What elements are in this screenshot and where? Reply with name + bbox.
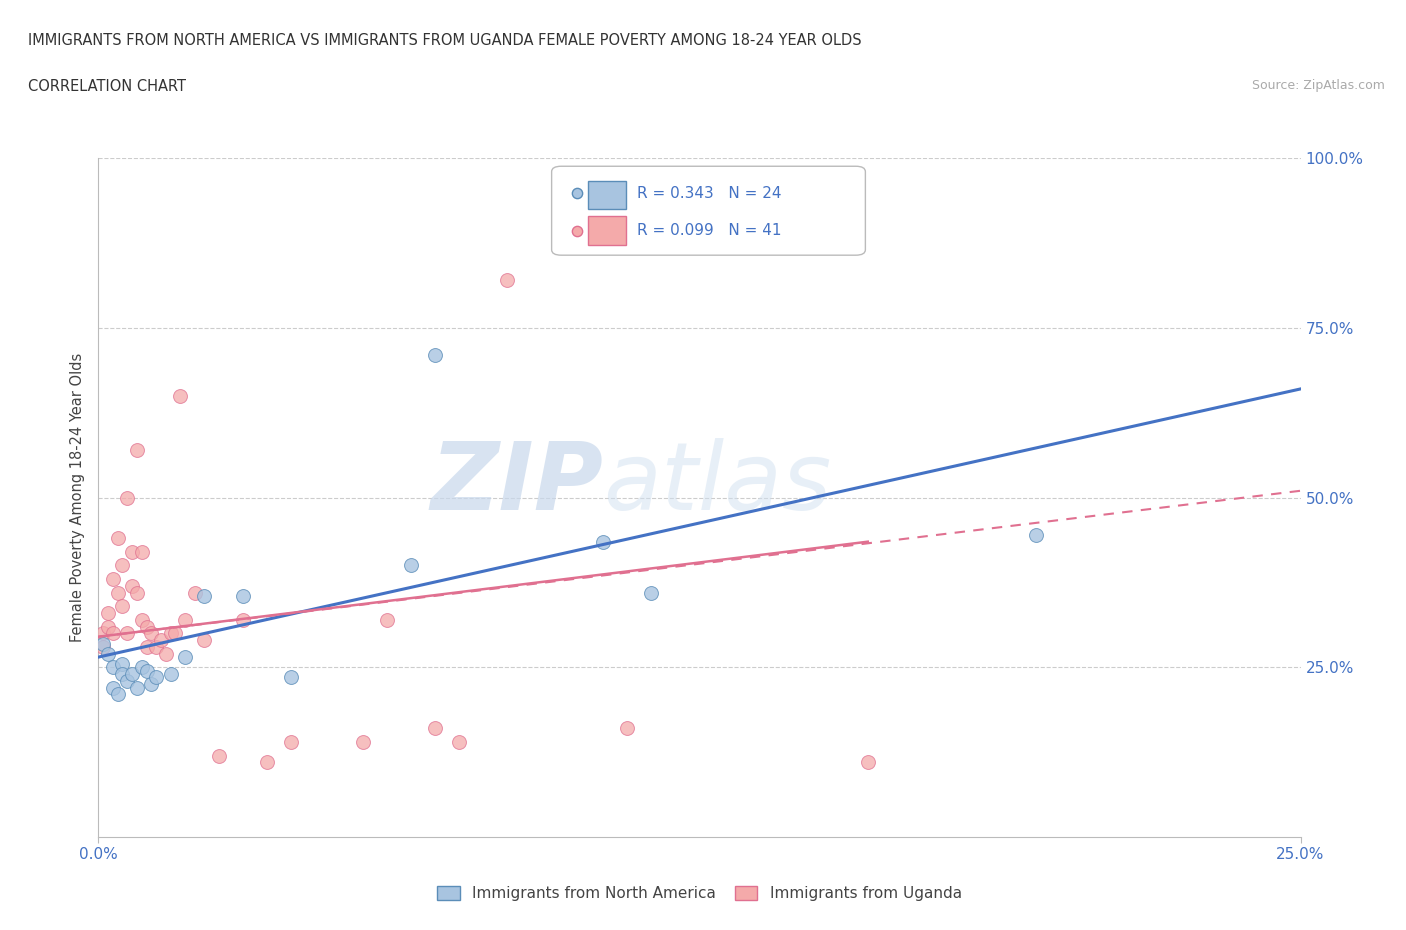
Point: [280, 735, 302, 750]
Point: [141, 677, 163, 692]
Point: [447, 735, 470, 750]
Point: [101, 572, 124, 587]
Y-axis label: Female Poverty Among 18-24 Year Olds: Female Poverty Among 18-24 Year Olds: [70, 352, 86, 643]
Point: [131, 660, 153, 675]
Point: [125, 680, 148, 695]
Point: [165, 626, 187, 641]
Point: [193, 632, 215, 647]
Point: [616, 721, 638, 736]
Point: [111, 667, 134, 682]
Text: ZIP: ZIP: [430, 438, 603, 530]
Point: [159, 667, 181, 682]
Point: [117, 490, 139, 505]
Point: [423, 721, 446, 736]
Point: [232, 589, 254, 604]
Point: [111, 657, 134, 671]
Point: [159, 626, 181, 641]
Point: [174, 612, 197, 627]
Point: [117, 673, 139, 688]
Point: [91, 640, 114, 655]
Text: R = 0.343   N = 24: R = 0.343 N = 24: [637, 186, 782, 201]
Point: [131, 544, 153, 559]
Point: [107, 585, 129, 600]
Point: [121, 667, 143, 682]
FancyBboxPatch shape: [551, 166, 865, 255]
Point: [97, 605, 120, 620]
Point: [101, 626, 124, 641]
Point: [131, 612, 153, 627]
Point: [125, 585, 148, 600]
Point: [375, 612, 398, 627]
Point: [117, 626, 139, 641]
Point: [193, 589, 215, 604]
Point: [423, 348, 446, 363]
FancyBboxPatch shape: [588, 180, 626, 209]
Point: [232, 612, 254, 627]
Point: [183, 585, 205, 600]
Point: [91, 636, 114, 651]
Point: [141, 626, 163, 641]
Text: atlas: atlas: [603, 438, 831, 529]
Text: IMMIGRANTS FROM NORTH AMERICA VS IMMIGRANTS FROM UGANDA FEMALE POVERTY AMONG 18-: IMMIGRANTS FROM NORTH AMERICA VS IMMIGRA…: [28, 33, 862, 47]
Point: [101, 660, 124, 675]
Point: [107, 687, 129, 702]
Text: CORRELATION CHART: CORRELATION CHART: [28, 79, 186, 94]
Point: [856, 755, 879, 770]
Point: [592, 534, 614, 549]
Point: [174, 650, 197, 665]
Point: [496, 272, 519, 287]
Point: [111, 558, 134, 573]
Text: Source: ZipAtlas.com: Source: ZipAtlas.com: [1251, 79, 1385, 92]
Point: [169, 389, 191, 404]
Point: [135, 640, 157, 655]
Point: [97, 646, 120, 661]
Text: R = 0.099   N = 41: R = 0.099 N = 41: [637, 223, 782, 238]
Point: [1025, 527, 1047, 542]
Point: [101, 680, 124, 695]
Point: [149, 632, 172, 647]
Point: [97, 619, 120, 634]
Point: [399, 558, 422, 573]
Point: [155, 646, 177, 661]
Point: [352, 735, 374, 750]
Point: [121, 578, 143, 593]
Legend: Immigrants from North America, Immigrants from Uganda: Immigrants from North America, Immigrant…: [432, 880, 967, 908]
Point: [125, 443, 148, 458]
FancyBboxPatch shape: [588, 217, 626, 245]
Point: [145, 670, 167, 684]
Point: [208, 748, 231, 763]
Point: [256, 755, 278, 770]
Point: [280, 670, 302, 684]
Point: [111, 599, 134, 614]
Point: [107, 531, 129, 546]
Point: [91, 626, 114, 641]
Point: [135, 619, 157, 634]
Point: [121, 544, 143, 559]
Point: [145, 640, 167, 655]
Point: [135, 663, 157, 678]
Point: [640, 585, 662, 600]
